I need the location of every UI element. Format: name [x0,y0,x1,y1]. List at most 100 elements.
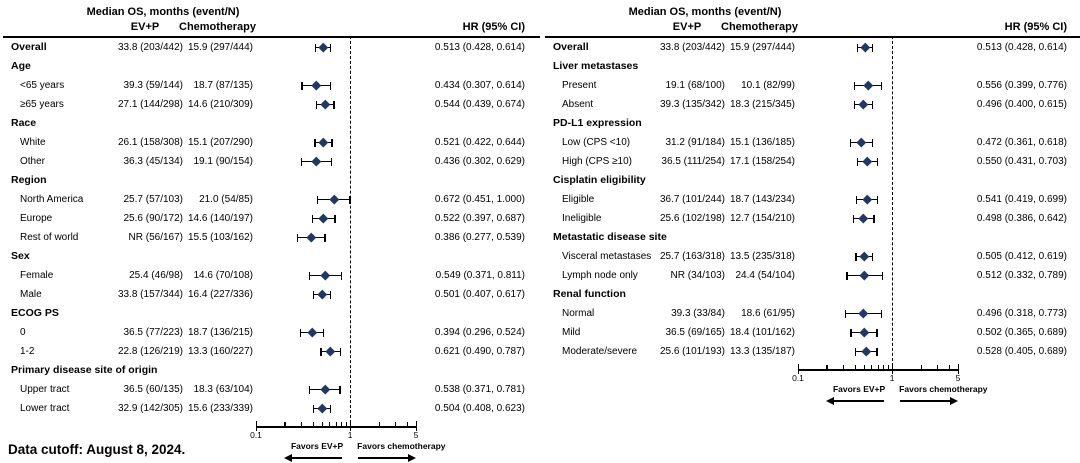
ci-cap-left [308,386,311,394]
chemo-value: 13.3 (135/187) [729,346,795,357]
row-label: North America [20,194,84,205]
favors-right-label: Favors chemotherapy [357,441,446,451]
evp-value: 25.4 (46/98) [129,270,183,281]
ci-cap-left [853,82,856,90]
x-axis-minor-tick [854,365,856,370]
point-estimate-marker [860,270,870,281]
hr-column-header: HR (95% CI) [1004,21,1067,33]
point-estimate-marker [859,251,869,262]
ci-cap-left [300,158,302,166]
chemo-value: 18.3 (63/104) [193,384,254,395]
ci-cap-right [329,82,331,90]
ci-plot [253,38,419,57]
x-axis-minor-tick [329,422,331,427]
ci-cap-right [329,44,331,52]
chemo-value: 18.6 (61/95) [741,308,795,319]
evp-column-header: EV+P [130,21,160,33]
row-label: Upper tract [20,384,70,395]
chemo-value: 15.1 (136/185) [729,137,795,148]
row-label: Visceral metastases [562,251,652,262]
row-label: Moderate/severe [562,346,638,357]
x-axis: 0.1 1 5 Favors EV+P Favors chemotherapy [545,361,1080,407]
favors-right-label: Favors chemotherapy [899,384,988,394]
evp-value: 36.5 (60/135) [123,384,184,395]
ci-cap-left [301,82,303,90]
x-axis-minor-tick [395,422,397,427]
hr-ci-value: 0.394 (0.296, 0.524) [434,327,525,338]
ci-plot [795,304,961,323]
ci-plot [795,152,961,171]
ci-cap-left [854,101,856,109]
x-axis-minor-tick [871,365,873,370]
favors-left-label: Favors EV+P [290,441,344,451]
favors-left-arrow [826,397,885,406]
arrow-head [284,454,293,462]
forest-rows: Overall 33.8 (203/442) 15.9 (297/444) 0.513… [3,38,540,418]
ci-cap-left [296,234,299,242]
x-axis-tick-label: 5 [955,373,961,383]
chemo-value: 21.0 (54/85) [199,194,253,205]
chemo-value: 18.7 (136/215) [187,327,253,338]
row-label: Eligible [562,194,595,205]
hr-ci-value: 0.434 (0.307, 0.614) [434,80,525,91]
subgroup-heading-row: ECOG PS [3,304,540,323]
x-axis-minor-tick [863,365,865,370]
favors-right-arrow [358,454,417,463]
hr-ci-value: 0.522 (0.397, 0.687) [434,213,525,224]
ci-cap-left [316,196,319,204]
ci-cap-left [320,348,322,356]
hr-ci-value: 0.521 (0.422, 0.644) [434,137,525,148]
x-axis-major-tick [958,364,960,374]
row-label: Ineligible [562,213,602,224]
evp-value: 39.3 (33/84) [671,308,725,319]
ci-plot [253,323,419,342]
subgroup-heading: Cisplatin eligibility [553,174,646,186]
point-estimate-marker [307,327,317,338]
evp-column-header: EV+P [672,21,702,33]
ci-cap-left [854,348,856,356]
point-estimate-marker [317,289,327,300]
forest-row: Eligible 36.7 (101/244) 18.7 (143/234) 0.54… [545,190,1080,209]
hr-ci-value: 0.556 (0.399, 0.776) [976,80,1067,91]
forest-row: Normal 39.3 (33/84) 18.6 (61/95) 0.496 (0.3… [545,304,1080,323]
hr-ci-value: 0.549 (0.371, 0.811) [435,270,525,281]
arrow-shaft [832,400,885,402]
ci-cap-right [880,310,883,318]
ci-cap-left [308,272,311,280]
ci-plot [795,323,961,342]
ci-cap-right [871,253,874,261]
evp-value: 25.6 (102/198) [659,213,725,224]
point-estimate-marker [858,99,869,110]
point-estimate-marker [863,156,873,167]
ci-plot [253,228,419,247]
row-label: Low (CPS <10) [562,137,631,148]
ci-plot [795,190,961,209]
x-axis-minor-tick [920,365,922,370]
point-estimate-marker [862,194,872,205]
forest-row: Other 36.3 (45/134) 19.1 (90/154) 0.436 (0.… [3,152,540,171]
forest-row: 0 36.5 (77/223) 18.7 (136/215) 0.394 (0.296… [3,323,540,342]
ci-cap-right [334,215,336,223]
ci-plot [253,209,419,228]
x-axis-minor-tick [877,365,879,370]
subgroup-heading-row: Primary disease site of origin [3,361,540,380]
x-axis-major-tick [256,421,258,431]
point-estimate-marker [326,346,336,357]
x-axis-tick-label: 5 [413,430,419,440]
ci-cap-left [856,44,859,52]
hr-ci-value: 0.502 (0.365, 0.689) [976,327,1067,338]
row-label: Male [20,289,42,300]
row-label: Rest of world [20,232,79,243]
evp-value: 19.1 (68/100) [665,80,726,91]
point-estimate-marker [858,308,869,319]
chemo-value: 18.4 (101/162) [729,327,795,338]
median-os-header: Median OS, months (event/N) [628,6,782,18]
hr-column-header: HR (95% CI) [462,21,525,33]
point-estimate-marker [320,270,331,281]
favors-left-arrow [284,454,343,463]
chemo-value: 15.6 (233/339) [187,403,253,414]
row-label: 1-2 [20,346,35,357]
ci-cap-right [881,272,884,280]
ci-plot [795,266,961,285]
